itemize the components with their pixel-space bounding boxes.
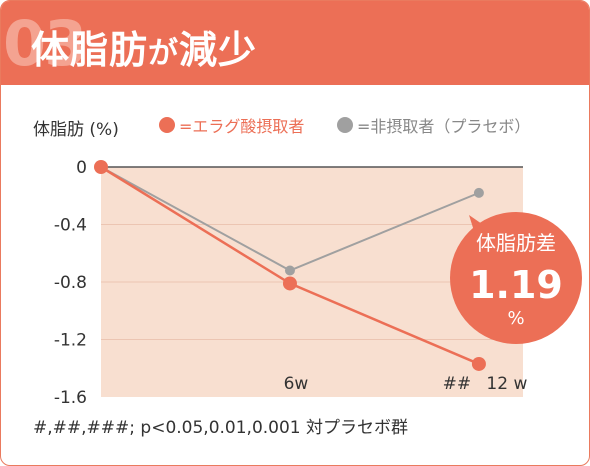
annotation-bubble	[450, 212, 582, 344]
legend-item-ellagic: =エラグ酸摂取者	[159, 113, 304, 137]
y-tick-label: -0.8	[54, 273, 87, 293]
legend-dot-ellagic	[159, 117, 175, 133]
x-tick-label: 12 w	[486, 374, 527, 394]
section-number: 03	[3, 7, 87, 80]
legend-dot-placebo	[337, 117, 353, 133]
data-point	[282, 276, 297, 291]
legend-label-placebo: =非摂取者（プラセボ）	[357, 117, 531, 136]
data-point	[473, 187, 484, 198]
annotation-value: 1.19	[469, 263, 563, 307]
header-banner: 03 体脂肪が減少	[1, 1, 589, 85]
annotation-label: 体脂肪差	[476, 231, 556, 255]
y-tick-label: 0	[76, 158, 87, 178]
footnote: #,##,###; p<0.05,0.01,0.001 対プラセボ群	[33, 418, 409, 438]
y-tick-label: -0.4	[54, 216, 87, 236]
title-end: 減少	[179, 28, 258, 72]
legend-label-ellagic: =エラグ酸摂取者	[179, 117, 305, 136]
annotation-unit: %	[507, 308, 524, 329]
y-tick-label: -1.6	[54, 388, 87, 408]
data-point	[284, 265, 295, 276]
page-title: 体脂肪が減少	[31, 19, 257, 74]
data-point	[471, 356, 486, 371]
y-axis-label: 体脂肪 (%)	[33, 120, 119, 140]
significance-marker: ##	[443, 374, 472, 394]
title-main: 体脂肪	[31, 28, 149, 72]
title-particle: が	[148, 36, 180, 71]
x-tick-label: 6w	[284, 374, 309, 394]
legend-item-placebo: =非摂取者（プラセボ）	[337, 113, 530, 137]
data-point	[94, 160, 108, 174]
y-tick-label: -1.2	[54, 331, 87, 351]
